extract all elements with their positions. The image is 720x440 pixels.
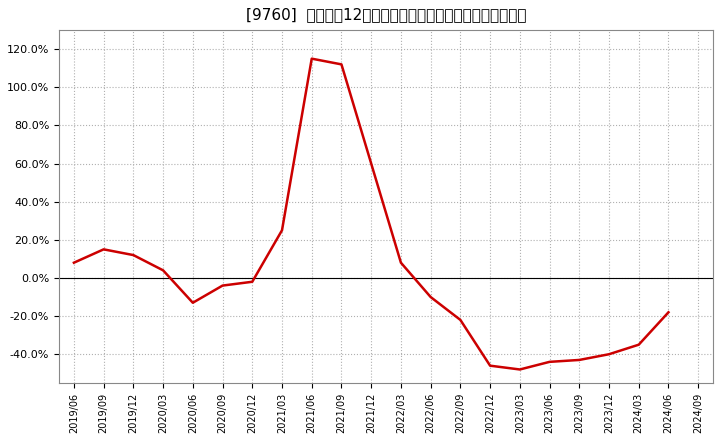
Title: [9760]  売上高の12か月移動合計の対前年同期増減率の推移: [9760] 売上高の12か月移動合計の対前年同期増減率の推移 (246, 7, 526, 22)
